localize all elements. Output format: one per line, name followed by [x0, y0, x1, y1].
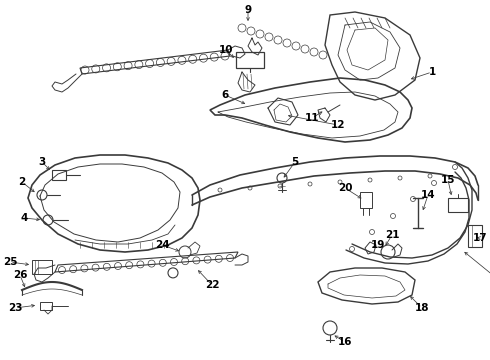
Bar — [52, 170, 66, 180]
Text: 10: 10 — [219, 45, 233, 55]
Text: 11: 11 — [305, 113, 319, 123]
Bar — [448, 198, 468, 212]
Text: 14: 14 — [421, 190, 435, 200]
Text: 6: 6 — [221, 90, 229, 100]
Text: 18: 18 — [415, 303, 429, 313]
Text: 3: 3 — [38, 157, 46, 167]
Text: 26: 26 — [13, 270, 27, 280]
Text: 21: 21 — [385, 230, 399, 240]
Text: 9: 9 — [245, 5, 251, 15]
Bar — [360, 192, 372, 208]
Text: 15: 15 — [441, 175, 455, 185]
Text: 25: 25 — [3, 257, 17, 267]
Text: 16: 16 — [338, 337, 352, 347]
Text: 22: 22 — [205, 280, 219, 290]
Text: 4: 4 — [20, 213, 28, 223]
Text: 23: 23 — [8, 303, 22, 313]
Bar — [236, 52, 264, 68]
Text: 1: 1 — [428, 67, 436, 77]
Text: 2: 2 — [19, 177, 25, 187]
Text: 24: 24 — [155, 240, 170, 250]
Bar — [32, 260, 52, 274]
Bar — [468, 225, 482, 247]
Text: 20: 20 — [338, 183, 352, 193]
Text: 12: 12 — [331, 120, 345, 130]
Text: 17: 17 — [473, 233, 488, 243]
Text: 19: 19 — [371, 240, 385, 250]
Text: 5: 5 — [292, 157, 298, 167]
Bar — [40, 302, 52, 310]
